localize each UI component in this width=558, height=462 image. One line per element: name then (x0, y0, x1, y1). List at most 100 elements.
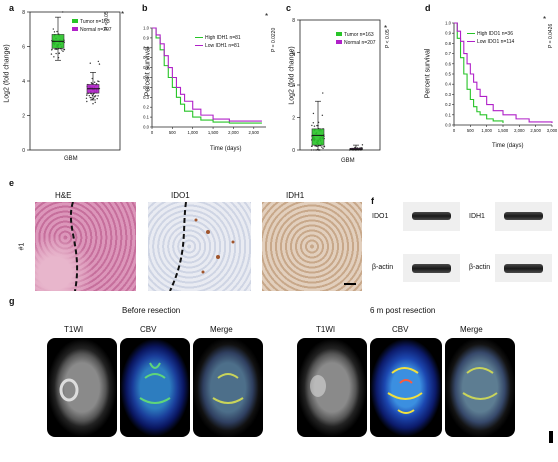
y-tick-label: 0.5 (143, 75, 149, 80)
data-point (63, 48, 66, 51)
axis-label-y-a: Log2 (fold change) (3, 44, 11, 103)
y-tick-label: 1.0 (445, 21, 451, 26)
data-point (96, 97, 98, 100)
panel-label-e: e (9, 178, 15, 188)
x-tick-label: 500 (467, 128, 475, 133)
survival-curve-0 (152, 27, 262, 124)
x-tick-label: 0 (453, 128, 456, 133)
wb-band-idh1 (504, 212, 543, 220)
panel-label-g: g (9, 296, 15, 306)
data-point (94, 101, 96, 104)
ihc-title-idh1: IDH1 (286, 191, 305, 200)
x-tick-label: 2,500 (530, 128, 541, 133)
g-after-label: 6 m post resection (370, 306, 436, 315)
data-point (98, 63, 101, 65)
wb-band-ido1 (412, 212, 451, 220)
y-tick-label: 6 (292, 51, 295, 57)
legend-label-b-1: Low IDH1 n=81 (205, 43, 240, 49)
merge-before-overlay (212, 373, 244, 404)
data-point (316, 124, 318, 127)
mri-merge-after (445, 338, 515, 437)
y-tick-label: 0.1 (143, 115, 149, 120)
y-tick-label: 2 (292, 116, 295, 122)
data-point (52, 28, 55, 30)
axis-label-x-b: Time (days) (210, 146, 242, 152)
data-point (88, 95, 90, 97)
box (311, 128, 325, 146)
ihc-title-ido1: IDO1 (171, 191, 190, 200)
lesion-after (310, 375, 326, 397)
wb-label-idh1: IDH1 (469, 213, 485, 220)
y-tick-label: 0.8 (445, 41, 451, 46)
legend-label-b-0: High IDH1 n=81 (205, 35, 241, 41)
data-point (310, 149, 313, 151)
legend-a: Tumor n=163 Normal n=207 (72, 18, 112, 34)
data-point (93, 81, 96, 83)
y-tick-label: 0 (292, 148, 295, 154)
data-point (361, 144, 364, 146)
panel-label-c: c (286, 3, 292, 13)
pvalue-b: P = 0.0220 (271, 27, 277, 52)
data-point (61, 49, 63, 51)
y-tick-label: 0.9 (143, 35, 149, 40)
y-tick-label: 0.0 (143, 125, 149, 130)
legend-c: Tumor n=163 Normal n=207 (336, 31, 376, 47)
data-point (94, 95, 97, 97)
y-tick-label: 0.5 (445, 72, 451, 77)
data-point (62, 50, 64, 53)
data-point (97, 95, 99, 97)
y-tick-label: 2 (22, 114, 25, 120)
legend-label-a-1: Normal n=207 (80, 27, 112, 33)
data-point (90, 82, 93, 84)
x-tick-label: 1,000 (481, 128, 492, 133)
axis-label-x-c: GBM (341, 158, 355, 164)
mri-cbv-after (370, 338, 442, 437)
data-point (91, 77, 93, 80)
data-point (311, 145, 313, 148)
data-point (58, 52, 61, 54)
data-point (86, 100, 88, 103)
lesion-before (59, 378, 79, 402)
data-point (94, 96, 96, 98)
legend-label-d-1: Low IDO1 n=114 (477, 39, 515, 45)
y-tick-label: 0.4 (445, 82, 451, 87)
mri-t1wi-after (297, 338, 367, 437)
y-tick-label: 0.3 (445, 92, 451, 97)
colorbar-marker (549, 431, 553, 443)
x-tick-label: 2,500 (249, 130, 260, 135)
data-point (97, 80, 99, 82)
y-tick-label: 0.2 (143, 105, 149, 110)
y-tick-label: 0.6 (445, 61, 451, 66)
x-tick-label: 1,500 (498, 128, 509, 133)
y-tick-label: 0 (22, 148, 25, 154)
wb-band-actin-1 (412, 264, 451, 273)
data-point (56, 48, 58, 50)
axis-label-x-d: Time (days) (492, 143, 524, 149)
wb-label-actin-1: β-actin (372, 264, 394, 271)
g-col-t1wi-1: T1WI (64, 325, 84, 334)
mri-cbv-before (120, 338, 190, 437)
g-col-t1wi-2: T1WI (316, 325, 336, 334)
legend-d: High IDO1 n=36 Low IDO1 n=114 (467, 30, 514, 46)
wb-blot-ido1 (403, 202, 460, 231)
y-tick-label: 0.4 (143, 85, 149, 90)
star-a: * (121, 10, 125, 19)
boxplot-c: 0 2 4 6 8 (292, 18, 381, 154)
data-point (62, 11, 64, 13)
y-tick-label: 0.9 (445, 31, 451, 36)
mri-merge-before (193, 338, 263, 437)
g-before-label: Before resection (122, 306, 181, 315)
x-tick-label: 2,000 (514, 128, 525, 133)
panel-label-b: b (142, 3, 148, 13)
data-point (92, 103, 94, 105)
y-tick-label: 0.8 (143, 45, 149, 50)
axis-label-y-c: Log2 (fold change) (288, 46, 296, 105)
y-tick-label: 0.6 (143, 65, 149, 70)
wb-blot-actin-2 (495, 254, 552, 282)
merge-after-overlay (462, 367, 498, 400)
wb-band-actin-2 (504, 264, 543, 273)
idh1-stain-image (262, 202, 362, 291)
data-point (89, 62, 92, 64)
g-col-cbv-1: CBV (140, 325, 157, 334)
data-point (316, 145, 318, 148)
